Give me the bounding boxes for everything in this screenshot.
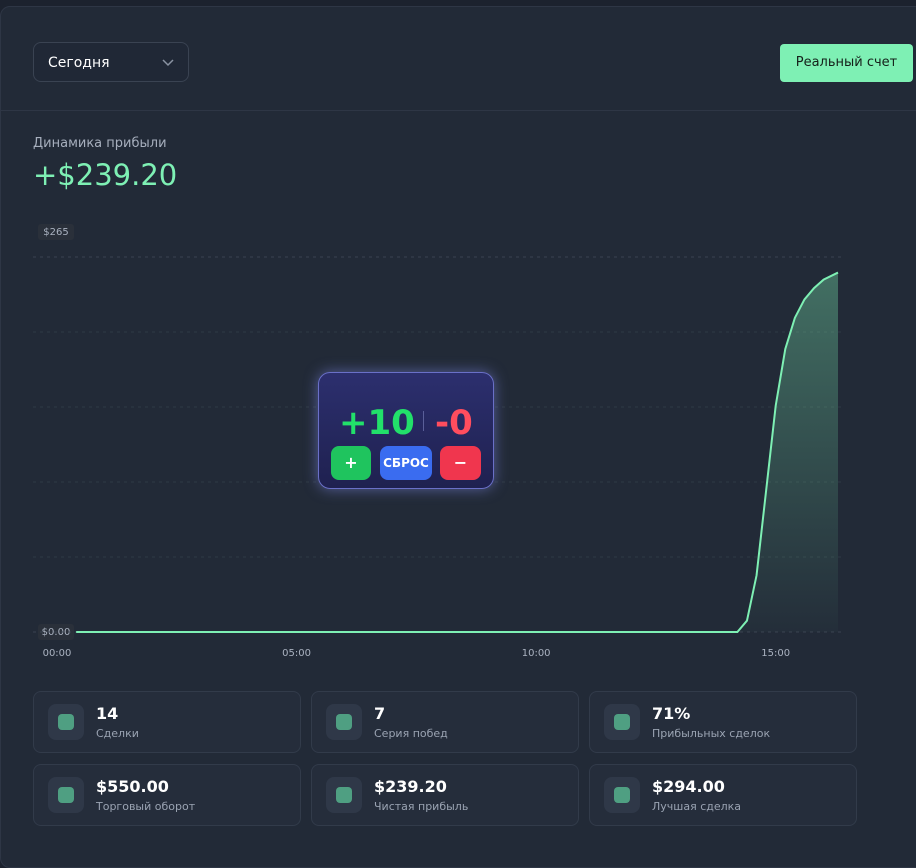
stat-icon [326,777,362,813]
stat-label: Чистая прибыль [374,800,469,813]
page: Сегодня Реальный счет Динамика прибыли +… [0,6,916,868]
widget-divider [423,411,424,431]
icon-glyph [614,714,630,730]
stat-icon [48,777,84,813]
y-tick-bg [38,224,74,240]
icon-glyph [336,714,352,730]
x-tick-label: 00:00 [43,648,72,659]
stat-card: $239.20 Чистая прибыль [311,764,579,826]
period-text: Сегодня [48,55,110,71]
stat-value: $294.00 [652,777,725,796]
stat-card: 14 Сделки [33,691,301,753]
chart-title: Динамика прибыли [33,136,167,151]
stat-label: Сделки [96,727,139,740]
stat-label: Прибыльных сделок [652,727,771,740]
stat-label: Лучшая сделка [652,800,742,813]
line [76,271,839,633]
minus-button[interactable]: − [440,446,481,480]
plus-button[interactable]: + [331,446,371,480]
stat-icon [604,777,640,813]
stat-icon [326,704,362,740]
divider [0,110,916,111]
counter-widget: +10 -0 + СБРОС − [318,372,494,489]
plus-count: +10 [339,403,415,443]
stat-card: 71% Прибыльных сделок [589,691,857,753]
chart-subtitle: +$239.20 [33,158,178,192]
minus-count: -0 [435,403,473,443]
stat-value: 71% [652,704,691,723]
stat-label: Серия побед [374,727,448,740]
reset-button[interactable]: СБРОС [380,446,432,480]
icon-glyph [614,787,630,803]
period-select[interactable]: Сегодня [33,42,189,82]
stat-label: Торговый оборот [96,800,196,813]
stat-icon [604,704,640,740]
icon-glyph [336,787,352,803]
area [76,272,838,632]
account-button[interactable]: Реальный счет [780,44,913,82]
x-tick-label: 05:00 [282,648,311,659]
stat-card: 7 Серия побед [311,691,579,753]
stat-value: $550.00 [96,777,169,796]
stat-card: $550.00 Торговый оборот [33,764,301,826]
x-tick-label: 10:00 [522,648,551,659]
icon-glyph [58,714,74,730]
stat-value: 7 [374,704,386,723]
stat-value: 14 [96,704,119,723]
stat-icon [48,704,84,740]
x-tick-label: 15:00 [761,648,790,659]
stat-card: $294.00 Лучшая сделка [589,764,857,826]
y-tick-label: $265 [43,227,68,238]
chevron [162,59,174,67]
icon-glyph [58,787,74,803]
stat-value: $239.20 [374,777,447,796]
